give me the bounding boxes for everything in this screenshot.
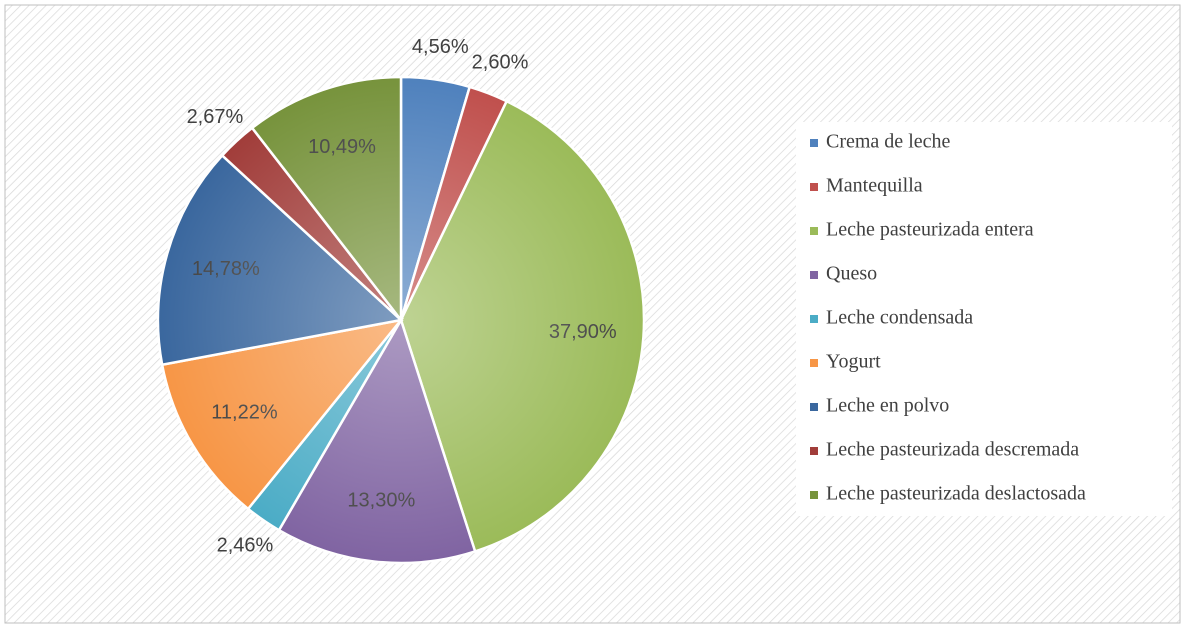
data-label: 37,90% (549, 321, 617, 343)
data-label: 13,30% (347, 489, 415, 511)
legend-marker (810, 447, 818, 455)
data-label: 2,67% (187, 106, 244, 128)
legend-label: Leche pasteurizada deslactosada (826, 483, 1086, 505)
data-label: 2,60% (472, 52, 529, 74)
data-label: 14,78% (192, 258, 260, 280)
legend-marker (810, 139, 818, 147)
data-label: 10,49% (308, 136, 376, 158)
legend-marker (810, 403, 818, 411)
legend-label: Mantequilla (826, 175, 923, 197)
legend-label: Crema de leche (826, 131, 950, 153)
legend-label: Leche pasteurizada descremada (826, 439, 1079, 461)
legend-label: Yogurt (826, 351, 881, 373)
data-label: 4,56% (412, 36, 469, 58)
legend-marker (810, 271, 818, 279)
data-label: 11,22% (211, 402, 278, 424)
legend-marker (810, 491, 818, 499)
legend-box (796, 122, 1172, 516)
legend-label: Leche condensada (826, 307, 973, 329)
legend-marker (810, 315, 818, 323)
data-label: 2,46% (217, 535, 274, 557)
legend-marker (810, 227, 818, 235)
legend-marker (810, 359, 818, 367)
legend-label: Queso (826, 263, 877, 285)
legend-label: Leche pasteurizada entera (826, 219, 1034, 241)
legend-marker (810, 183, 818, 191)
legend-label: Leche en polvo (826, 395, 949, 417)
